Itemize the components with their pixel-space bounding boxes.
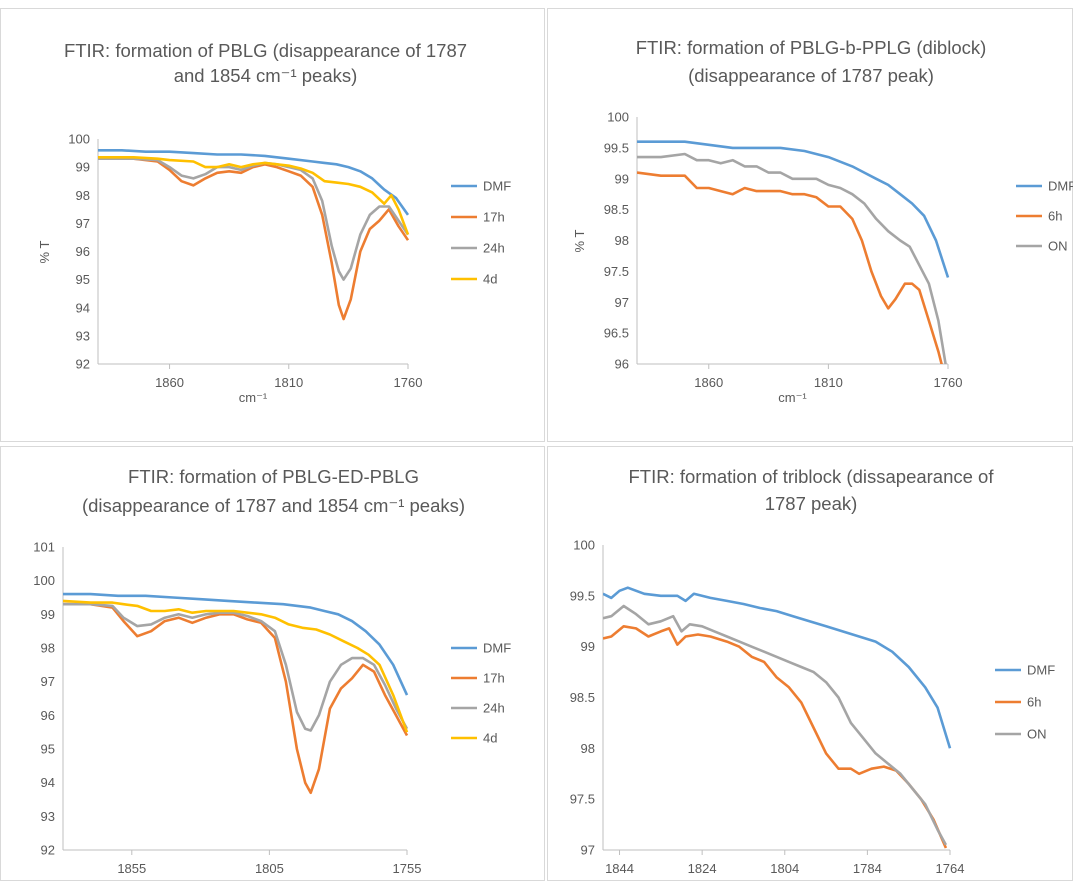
chart-panel-pblg-ed-pblg: FTIR: formation of PBLG-ED-PBLG (disappea… bbox=[0, 446, 545, 881]
x-tick-label: 1760 bbox=[394, 375, 423, 390]
y-tick-label: 96.5 bbox=[604, 326, 629, 341]
x-tick-label: 1844 bbox=[605, 861, 634, 876]
x-tick-label: 1760 bbox=[934, 375, 963, 390]
series-line-dmf bbox=[603, 586, 952, 749]
y-tick-label: 101 bbox=[33, 540, 55, 555]
legend-label: 24h bbox=[483, 241, 505, 256]
y-tick-label: 99.5 bbox=[570, 588, 595, 603]
x-axis-label: cm⁻¹ bbox=[239, 390, 268, 405]
chart-title-line: (disappearance of 1787 and 1854 cm⁻¹ pea… bbox=[82, 495, 465, 516]
chart-title-line: and 1854 cm⁻¹ peaks) bbox=[174, 65, 358, 86]
y-tick-label: 92 bbox=[76, 357, 90, 372]
x-tick-label: 1804 bbox=[770, 861, 799, 876]
series-line-6h bbox=[637, 171, 943, 364]
chart-svg: FTIR: formation of PBLG-ED-PBLG (disappea… bbox=[33, 466, 511, 876]
y-tick-label: 94 bbox=[41, 775, 55, 790]
y-tick-label: 100 bbox=[68, 132, 90, 147]
y-tick-label: 95 bbox=[41, 742, 55, 757]
legend-label: 4d bbox=[483, 731, 497, 746]
chart-title-line: FTIR: formation of PBLG (disappearance o… bbox=[64, 40, 467, 61]
x-tick-label: 1810 bbox=[274, 375, 303, 390]
chart-title-line: 1787 peak) bbox=[765, 493, 858, 514]
y-tick-label: 100 bbox=[573, 538, 595, 553]
legend-label: DMF bbox=[1027, 663, 1055, 678]
y-tick-label: 92 bbox=[41, 843, 55, 858]
x-tick-label: 1824 bbox=[688, 861, 717, 876]
y-axis-label: % T bbox=[572, 230, 587, 253]
legend-label: 17h bbox=[483, 671, 505, 686]
y-tick-label: 97 bbox=[581, 843, 595, 858]
series-line-dmf bbox=[98, 149, 410, 216]
y-tick-label: 99 bbox=[41, 607, 55, 622]
legend-label: 4d bbox=[483, 272, 497, 287]
legend-label: 6h bbox=[1048, 209, 1062, 224]
chart-title-line: FTIR: formation of PBLG-ED-PBLG bbox=[128, 466, 419, 487]
y-tick-label: 93 bbox=[41, 809, 55, 824]
chart-svg: FTIR: formation of PBLG (disappearance o… bbox=[37, 40, 511, 405]
y-tick-label: 98 bbox=[581, 741, 595, 756]
legend-label: 17h bbox=[483, 210, 505, 225]
legend-label: ON bbox=[1048, 239, 1068, 254]
y-tick-label: 96 bbox=[76, 244, 90, 259]
x-tick-label: 1860 bbox=[694, 375, 723, 390]
x-axis-label: cm⁻¹ bbox=[778, 390, 807, 405]
y-tick-label: 99.5 bbox=[604, 140, 629, 155]
y-tick-label: 98.5 bbox=[604, 202, 629, 217]
chart-panel-diblock: FTIR: formation of PBLG-b-PPLG (diblock)… bbox=[547, 8, 1073, 442]
series-line-24h bbox=[98, 157, 410, 281]
series-line-on bbox=[603, 604, 948, 846]
legend-label: DMF bbox=[483, 179, 511, 194]
y-tick-label: 95 bbox=[76, 272, 90, 287]
y-tick-label: 100 bbox=[33, 573, 55, 588]
y-tick-label: 97 bbox=[615, 295, 629, 310]
y-tick-label: 96 bbox=[41, 708, 55, 723]
y-tick-label: 93 bbox=[76, 328, 90, 343]
series-line-on bbox=[637, 152, 947, 364]
y-tick-label: 97 bbox=[41, 674, 55, 689]
series-line-dmf bbox=[637, 140, 950, 278]
series-line-17h bbox=[98, 156, 410, 321]
series-line-17h bbox=[63, 602, 409, 795]
y-tick-label: 99 bbox=[615, 171, 629, 186]
series-line-4d bbox=[98, 156, 410, 236]
chart-svg: FTIR: formation of triblock (dissapearan… bbox=[570, 466, 1056, 876]
chart-panel-triblock: FTIR: formation of triblock (dissapearan… bbox=[547, 446, 1073, 881]
legend-label: ON bbox=[1027, 727, 1047, 742]
chart-title-line: FTIR: formation of PBLG-b-PPLG (diblock) bbox=[636, 37, 987, 58]
legend-label: 24h bbox=[483, 701, 505, 716]
legend-label: DMF bbox=[1048, 179, 1073, 194]
series-line-4d bbox=[63, 599, 409, 733]
y-tick-label: 98.5 bbox=[570, 690, 595, 705]
chart-title-line: FTIR: formation of triblock (dissapearan… bbox=[628, 466, 994, 487]
legend-label: 6h bbox=[1027, 695, 1041, 710]
series-line-24h bbox=[63, 602, 409, 732]
x-tick-label: 1810 bbox=[814, 375, 843, 390]
y-tick-label: 100 bbox=[607, 110, 629, 125]
x-tick-label: 1855 bbox=[117, 861, 146, 876]
y-tick-label: 99 bbox=[581, 639, 595, 654]
y-tick-label: 96 bbox=[615, 357, 629, 372]
y-tick-label: 98 bbox=[76, 188, 90, 203]
chart-title-line: (disappearance of 1787 peak) bbox=[688, 65, 934, 86]
x-tick-label: 1784 bbox=[853, 861, 882, 876]
chart-svg: FTIR: formation of PBLG-b-PPLG (diblock)… bbox=[572, 37, 1073, 405]
series-line-6h bbox=[603, 625, 948, 849]
y-tick-label: 99 bbox=[76, 160, 90, 175]
y-tick-label: 97.5 bbox=[570, 792, 595, 807]
y-tick-label: 98 bbox=[41, 641, 55, 656]
x-tick-label: 1860 bbox=[155, 375, 184, 390]
x-tick-label: 1755 bbox=[393, 861, 422, 876]
y-tick-label: 97 bbox=[76, 216, 90, 231]
y-tick-label: 94 bbox=[76, 300, 90, 315]
series-line-dmf bbox=[63, 592, 409, 696]
x-tick-label: 1764 bbox=[936, 861, 965, 876]
chart-panel-pblg: FTIR: formation of PBLG (disappearance o… bbox=[0, 8, 545, 442]
x-tick-label: 1805 bbox=[255, 861, 284, 876]
y-axis-label: % T bbox=[37, 241, 52, 264]
y-tick-label: 97.5 bbox=[604, 264, 629, 279]
legend-label: DMF bbox=[483, 641, 511, 656]
y-tick-label: 98 bbox=[615, 233, 629, 248]
